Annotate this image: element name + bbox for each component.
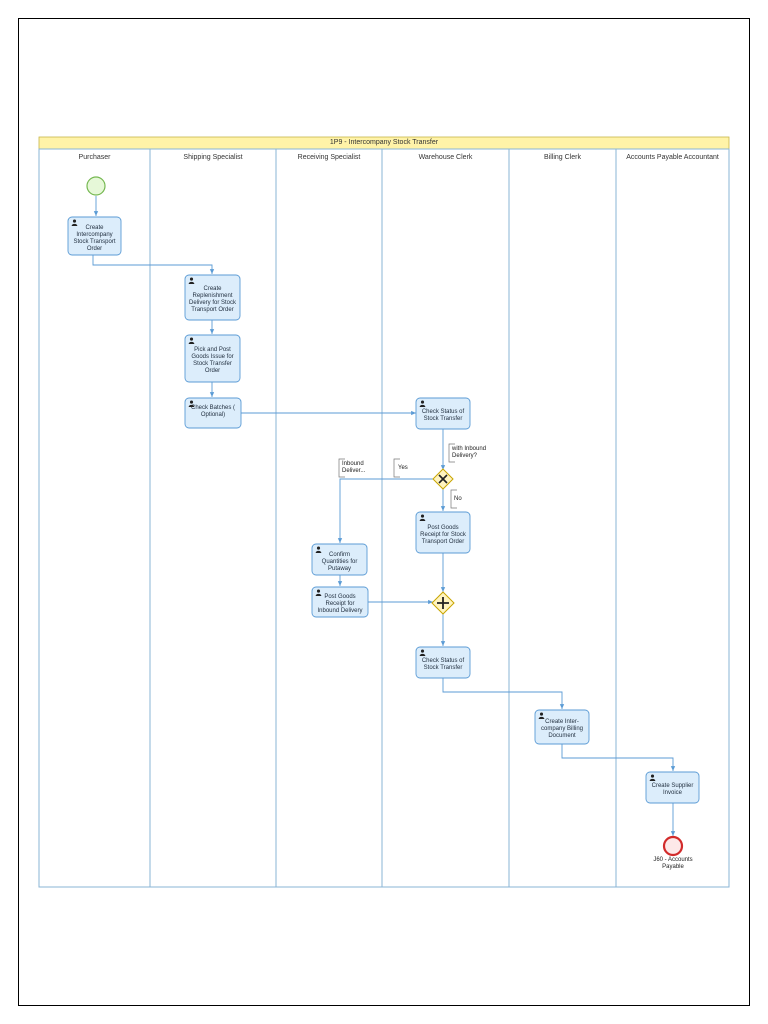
task-create-supplier-invoice[interactable]: Create Supplier Invoice bbox=[646, 772, 699, 803]
task-label: Create Replenishment Delivery for Stock … bbox=[188, 286, 236, 313]
task-create-intercompany-sto[interactable]: Create Intercompany Stock Transport Orde… bbox=[68, 217, 121, 255]
task-post-goods-receipt-for-sto[interactable]: Post Goods Receipt for Stock Transport O… bbox=[416, 512, 470, 553]
task-post-goods-receipt-for-inbound-delivery[interactable]: Post Goods Receipt for Inbound Delivery bbox=[312, 587, 368, 617]
user-icon bbox=[188, 277, 195, 284]
flow-create-sto-to-replenishment[interactable] bbox=[92, 255, 215, 274]
annotation-yes: Yes bbox=[398, 465, 408, 471]
lane-label-warehouse-clerk: Warehouse Clerk bbox=[418, 154, 473, 161]
task-shape bbox=[415, 646, 471, 679]
task-shape bbox=[415, 397, 471, 430]
task-label: Post Goods Receipt for Stock Transport O… bbox=[420, 524, 466, 545]
user-icon bbox=[315, 589, 322, 596]
start-event[interactable] bbox=[86, 176, 106, 196]
flow-billing-to-supplier-invoice[interactable] bbox=[561, 744, 676, 771]
task-shape bbox=[184, 334, 241, 383]
task-shape bbox=[67, 216, 122, 256]
task-check-batches[interactable]: Check Batches ( Optional) bbox=[185, 398, 241, 428]
user-icon bbox=[315, 546, 322, 553]
flow-gateway-yes-to-confirm[interactable] bbox=[337, 478, 434, 543]
task-label: Create Intercompany Stock Transport Orde… bbox=[73, 224, 116, 252]
annotation-no: No bbox=[454, 496, 462, 502]
task-create-replenishment-delivery[interactable]: Create Replenishment Delivery for Stock … bbox=[185, 275, 240, 320]
task-label: Create Inter-company Billing Document bbox=[540, 719, 584, 739]
end-event[interactable] bbox=[662, 835, 684, 857]
end-event-label: J60 - Accounts Payable bbox=[653, 857, 693, 870]
task-shape bbox=[311, 586, 369, 618]
pool-title: 1P9 - Intercompany Stock Transfer bbox=[329, 139, 439, 146]
task-pick-and-post-goods-issue[interactable]: Pick and Post Goods Issue for Stock Tran… bbox=[185, 335, 240, 382]
task-create-intercompany-billing-document[interactable]: Create Inter-company Billing Document bbox=[535, 710, 589, 744]
user-icon bbox=[419, 400, 426, 407]
task-shape bbox=[645, 771, 700, 804]
task-check-status-of-stock-transfer-2[interactable]: Check Status of Stock Transfer bbox=[416, 647, 470, 678]
user-icon bbox=[419, 514, 426, 521]
user-icon bbox=[419, 649, 426, 656]
user-icon bbox=[538, 712, 545, 719]
parallel-gateway[interactable] bbox=[431, 591, 455, 615]
flow-check-status-2-to-billing[interactable] bbox=[442, 678, 565, 709]
task-confirm-quantities-for-putaway[interactable]: Confirm Quantities for Putaway bbox=[312, 544, 367, 575]
task-shape bbox=[415, 511, 471, 554]
lane-label-purchaser: Purchaser bbox=[78, 154, 111, 161]
task-shape bbox=[534, 709, 590, 745]
user-icon bbox=[71, 219, 78, 226]
task-label: Post Goods Receipt for Inbound Delivery bbox=[317, 594, 363, 614]
annotation-bracket-with-inbound bbox=[448, 443, 455, 463]
pool-body bbox=[38, 148, 730, 888]
task-label: Confirm Quantities for Putaway bbox=[321, 551, 358, 572]
task-label: Create Supplier Invoice bbox=[651, 783, 694, 796]
annotation-inbound-deliver: Inbound Deliver... bbox=[342, 461, 366, 474]
task-label: Check Batches ( Optional) bbox=[190, 405, 236, 418]
annotation-bracket-yes bbox=[393, 458, 400, 478]
task-check-status-of-stock-transfer[interactable]: Check Status of Stock Transfer bbox=[416, 398, 470, 429]
user-icon bbox=[188, 400, 195, 407]
annotation-bracket-inbound-deliver bbox=[338, 458, 345, 478]
user-icon bbox=[649, 774, 656, 781]
exclusive-gateway[interactable] bbox=[432, 468, 454, 490]
task-label: Check Status of Stock Transfer bbox=[421, 658, 465, 671]
task-shape bbox=[184, 274, 241, 321]
annotation-bracket-no bbox=[450, 489, 457, 509]
lane-label-receiving-specialist: Receiving Specialist bbox=[297, 154, 361, 161]
lane-label-billing-clerk: Billing Clerk bbox=[544, 154, 581, 161]
user-icon bbox=[188, 337, 195, 344]
task-label: Pick and Post Goods Issue for Stock Tran… bbox=[191, 347, 234, 374]
lane-label-accounts-payable-accountant: Accounts Payable Accountant bbox=[626, 154, 719, 161]
task-shape bbox=[184, 397, 242, 429]
task-label: Check Status of Stock Transfer bbox=[421, 409, 465, 422]
annotation-with-inbound-delivery: with Inbound Delivery? bbox=[452, 446, 487, 459]
task-shape bbox=[311, 543, 368, 576]
lane-label-shipping-specialist: Shipping Specialist bbox=[183, 154, 243, 161]
